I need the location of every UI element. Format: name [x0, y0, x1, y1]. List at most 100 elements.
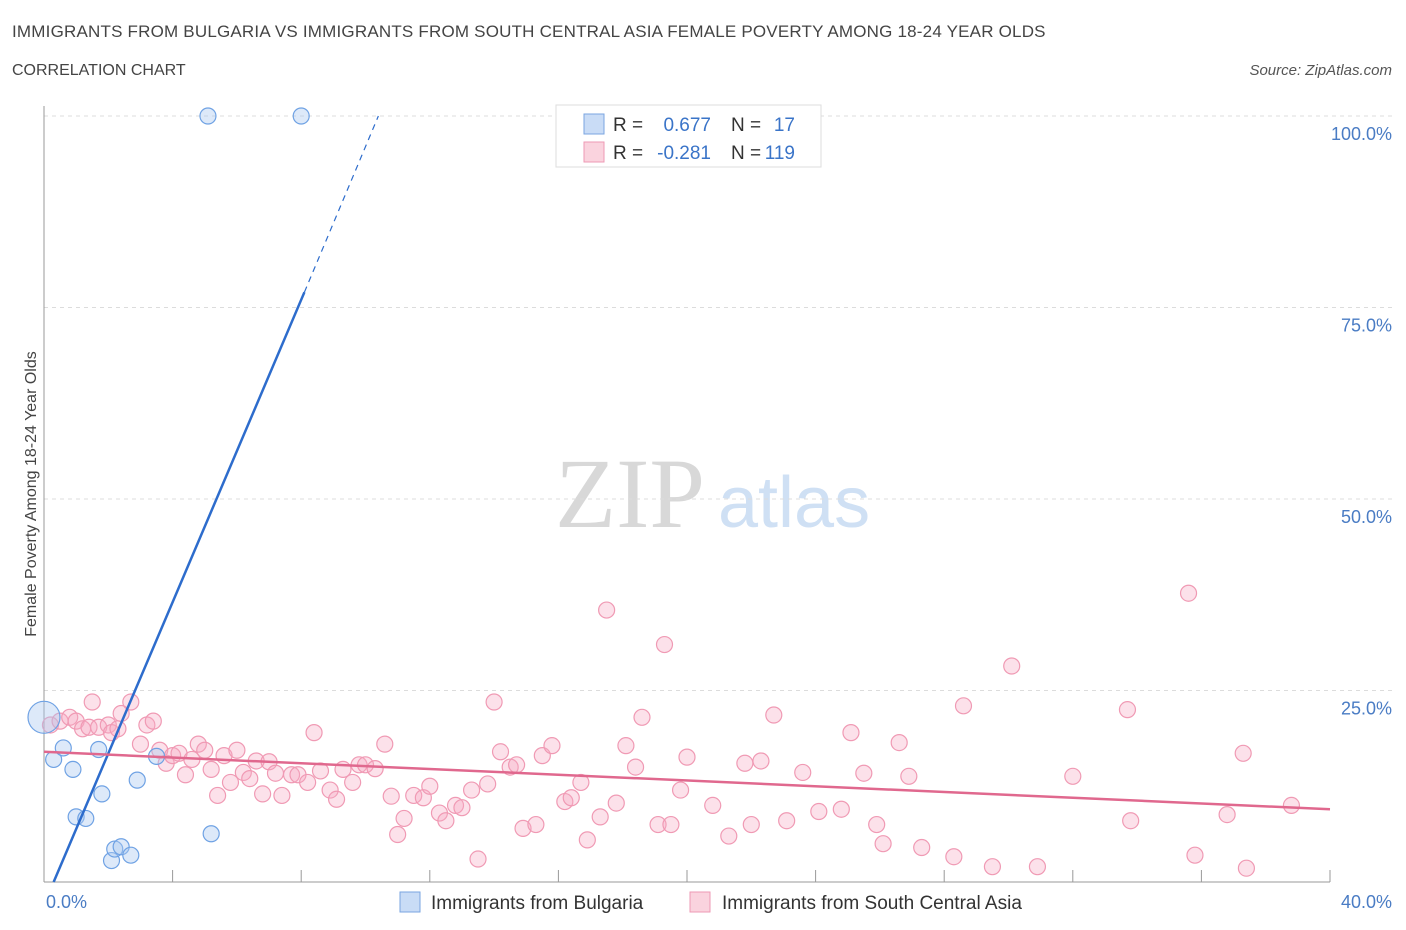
sca-point: [209, 786, 227, 805]
bottom-legend-label-bulgaria: Immigrants from Bulgaria: [431, 893, 644, 914]
sca-point: [508, 756, 526, 774]
x-tick-label-min: 0.0%: [46, 892, 87, 912]
series-sca-points: [41, 584, 1301, 877]
y-tick-label: 25.0%: [1341, 699, 1392, 719]
bulgaria-point: [93, 785, 111, 803]
sca-point: [855, 764, 873, 782]
grid-lines: [44, 115, 1392, 691]
sca-point: [366, 760, 384, 778]
sca-point: [479, 775, 497, 793]
sca-point: [273, 786, 291, 805]
sca-point: [617, 737, 635, 755]
sca-point: [543, 737, 561, 755]
sca-point: [778, 812, 796, 830]
bottom-legend-label-sca: Immigrants from South Central Asia: [722, 893, 1022, 914]
sca-point: [842, 724, 860, 742]
sca-point: [234, 763, 252, 782]
sca-point: [572, 773, 590, 792]
sca-point: [752, 752, 770, 770]
sca-point: [254, 785, 272, 803]
bottom-legend-swatch-sca: [689, 891, 711, 913]
sca-point: [662, 815, 680, 834]
sca-point: [655, 635, 674, 654]
bulgaria-point: [292, 107, 310, 125]
sca-point: [305, 724, 323, 742]
legend-r-label-2: R =: [613, 143, 643, 164]
bulgaria-point: [122, 846, 140, 864]
sca-point: [1179, 584, 1198, 602]
sca-point: [327, 790, 346, 808]
sca-point: [945, 848, 963, 866]
series-bulgaria-points: [27, 107, 310, 870]
sca-point: [983, 858, 1002, 876]
sca-point: [83, 693, 101, 711]
sca-point: [514, 819, 532, 837]
sca-point: [794, 763, 812, 782]
sca-point: [1237, 859, 1256, 877]
sca-point: [144, 712, 162, 730]
bulgaria-point: [199, 107, 217, 125]
sca-point: [527, 815, 545, 834]
sca-point: [196, 741, 214, 759]
sca-point: [1282, 796, 1301, 815]
y-tick-labels: 100.0% 75.0% 50.0% 25.0%: [1331, 124, 1392, 719]
watermark-atlas: atlas: [718, 463, 870, 543]
sca-point: [704, 796, 722, 815]
sca-point: [591, 808, 609, 826]
legend-r-label-1: R =: [613, 115, 643, 136]
sca-point: [874, 835, 892, 853]
sca-point: [221, 773, 240, 792]
sca-point: [421, 777, 439, 795]
source-label: Source: ZipAtlas.com: [1249, 62, 1392, 79]
sca-point: [469, 850, 487, 868]
sca-point: [266, 764, 285, 782]
sca-point: [720, 827, 738, 845]
bottom-legend: Immigrants from Bulgaria Immigrants from…: [399, 891, 1022, 914]
trend-lines: [43, 115, 1331, 883]
sca-point: [485, 693, 503, 711]
x-tick-label-max: 40.0%: [1341, 892, 1392, 912]
x-tick-labels: 0.0% 40.0%: [46, 892, 1392, 912]
legend-swatch-sca: [583, 141, 605, 163]
bulgaria-point: [128, 771, 146, 789]
legend-n-label-2: N =: [731, 143, 761, 164]
sca-point: [742, 815, 760, 834]
sca-point: [598, 601, 616, 619]
y-tick-label: 75.0%: [1341, 316, 1392, 336]
sca-trend-line: [43, 750, 1331, 811]
legend-r-value-2: -0.281: [657, 143, 711, 164]
sca-point: [282, 766, 301, 784]
bulgaria-point: [202, 825, 220, 843]
sca-point: [131, 735, 150, 753]
sca-point: [578, 831, 596, 849]
sca-point: [176, 766, 195, 784]
sca-point: [228, 741, 246, 759]
sca-point: [453, 799, 471, 817]
y-tick-label: 50.0%: [1341, 507, 1392, 527]
bulgaria-trend-line: [52, 291, 306, 883]
y-tick-label: 100.0%: [1331, 124, 1392, 144]
sca-point: [395, 809, 413, 828]
sca-point: [241, 769, 259, 788]
sca-point: [389, 825, 407, 844]
sca-point: [810, 802, 828, 821]
sca-point: [437, 812, 455, 830]
sca-point: [1003, 657, 1021, 675]
bulgaria-trend-extension: [303, 115, 379, 293]
y-axis-label: Female Poverty Among 18-24 Year Olds: [23, 351, 40, 637]
sca-point: [202, 760, 220, 778]
legend-box: R = 0.677 N = 17 R = -0.281 N = 119: [555, 104, 822, 168]
sca-point: [1234, 744, 1252, 762]
sca-point: [1118, 701, 1137, 719]
sca-point: [868, 815, 886, 834]
sca-point: [607, 794, 625, 812]
sca-point: [376, 735, 394, 753]
sca-point: [736, 754, 754, 772]
sca-point: [1186, 846, 1204, 864]
bulgaria-point: [64, 760, 82, 778]
sca-point: [1028, 858, 1047, 876]
sca-point: [1122, 812, 1140, 830]
watermark-zip: ZIP: [555, 438, 705, 549]
sca-point: [765, 706, 783, 724]
